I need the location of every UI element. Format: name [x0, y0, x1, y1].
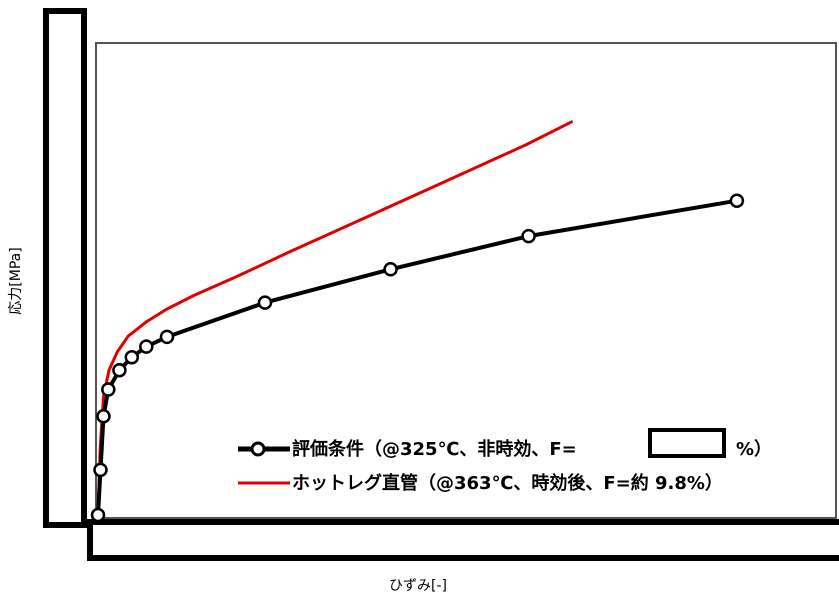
series-layer [90, 119, 745, 523]
series-1-point-7 [139, 339, 154, 354]
series-line-1 [96, 198, 738, 516]
series-1-point-10 [383, 262, 398, 277]
x-axis-label: ひずみ[-] [389, 578, 447, 594]
series-1-point-6 [124, 350, 140, 365]
series-1-point-9 [257, 295, 273, 310]
legend-label-series-2: ホットレグ直管（@363℃、時効後、F=約 9.8%） [292, 472, 723, 494]
y-axis-label: 応力[MPa] [8, 247, 24, 314]
legend-label-series-1: 評価条件（@325℃、非時効、F= [292, 438, 577, 460]
series-1-point-1 [90, 507, 106, 523]
x-axis-mask-box [87, 519, 839, 561]
y-axis-mask-box [43, 8, 87, 528]
series-1-point-12 [729, 193, 745, 208]
series-1-point-3 [96, 409, 111, 424]
legend-marker-series-1 [250, 441, 266, 457]
series-1-point-11 [521, 228, 536, 244]
plot-frame [95, 42, 837, 519]
series-1-point-4 [101, 382, 116, 397]
legend: 評価条件（@325℃、非時効、F= %） ホットレグ直管（@363℃、時効後、F… [238, 428, 772, 494]
series-1-point-5 [112, 362, 127, 378]
series-1-point-8 [159, 329, 175, 345]
legend-label-series-1-suffix: %） [736, 439, 772, 460]
legend-redaction-box [648, 428, 726, 458]
series-1-point-2 [93, 462, 108, 478]
